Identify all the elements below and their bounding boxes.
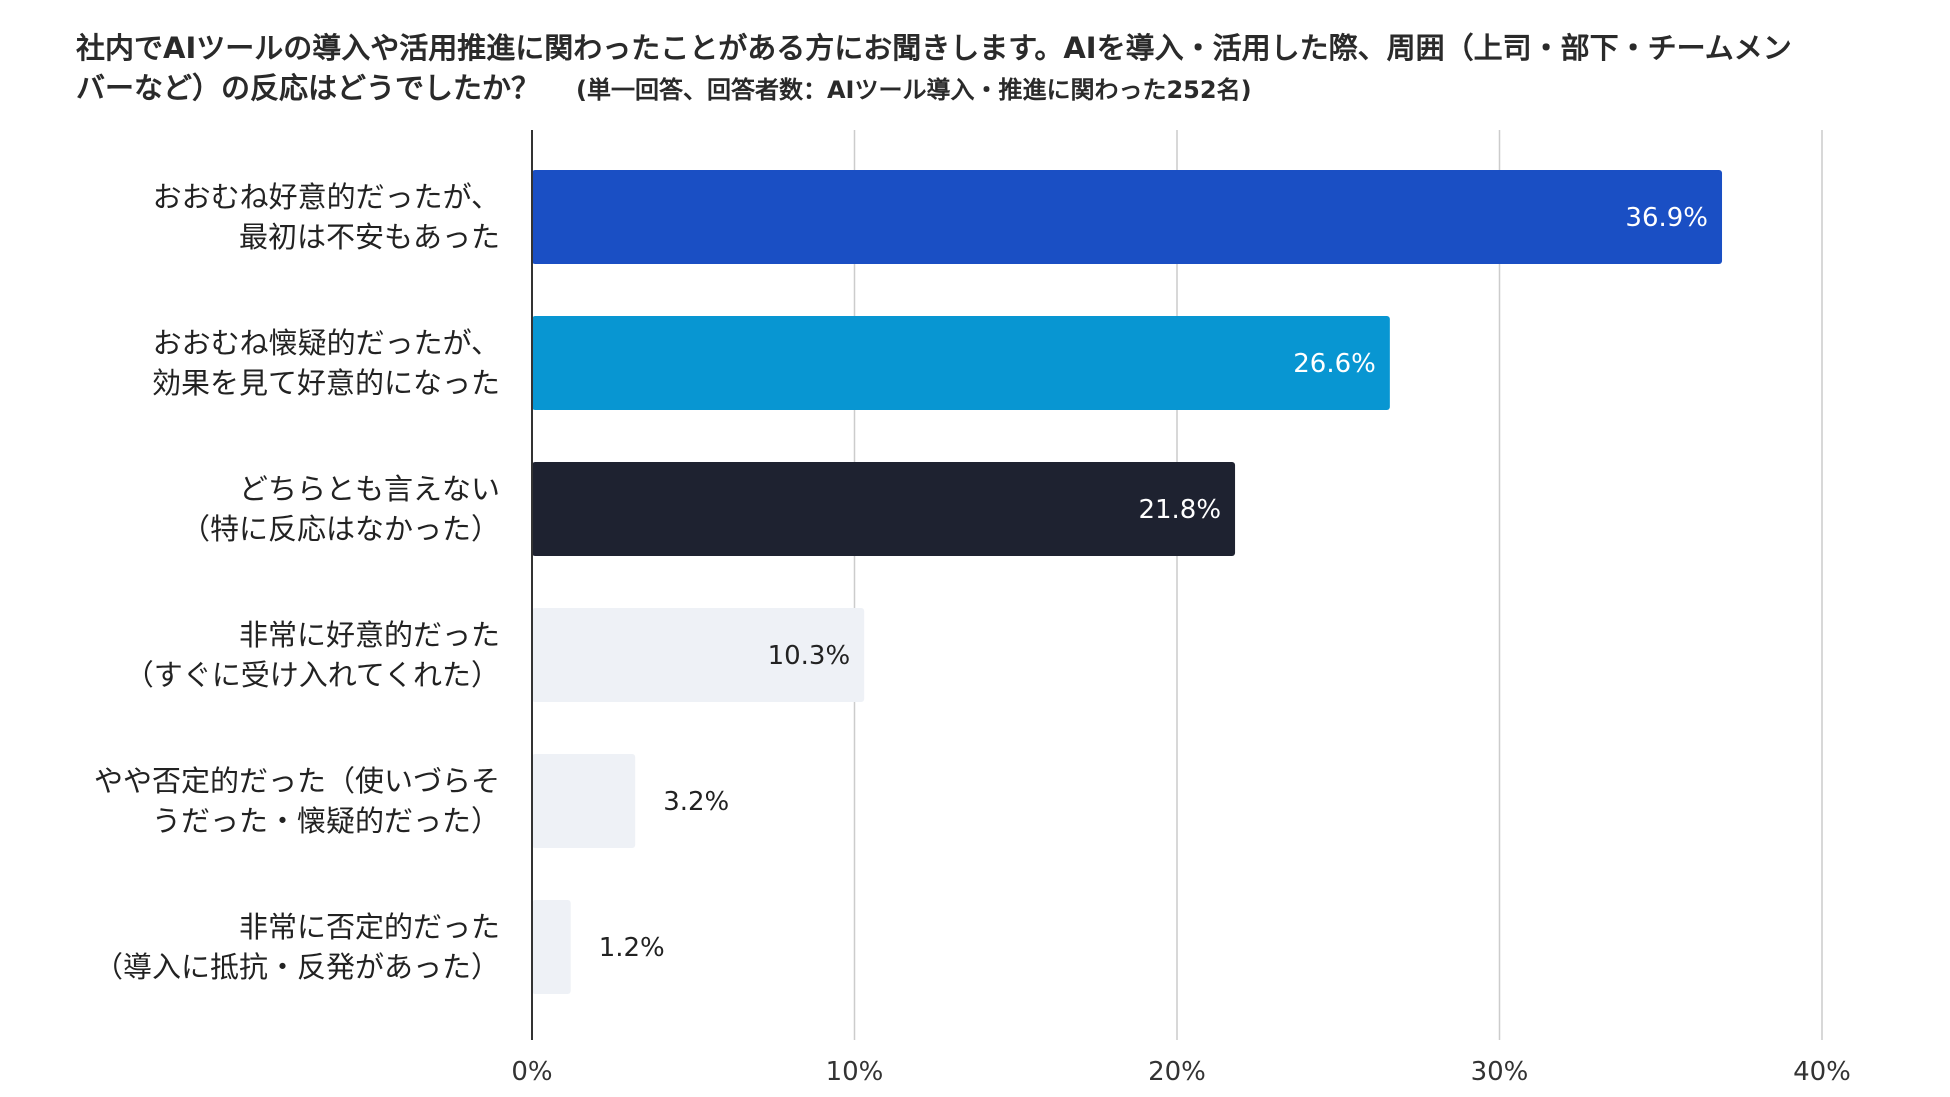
x-tick-label: 10% [826,1057,884,1087]
chart-title-text: 社内でAIツールの導入や活用推進に関わったことがある方にお聞きします。AIを導入… [76,31,1792,105]
category-label: 最初は不安もあった [239,220,500,254]
category-label: （すぐに受け入れてくれた） [125,658,500,692]
x-tick-label: 40% [1793,1057,1851,1087]
data-label: 10.3% [768,641,851,671]
category-label: （導入に抵抗・反発があった） [94,950,500,984]
category-label: 非常に好意的だった [239,618,500,652]
chart-subtitle: (単一回答、回答者数：AIツール導入・推進に関わった252名) [576,76,1252,104]
x-tick-label: 0% [511,1057,552,1087]
data-label: 26.6% [1293,349,1376,379]
category-label: うだった・懐疑的だった） [152,804,500,838]
category-label: （特に反応はなかった） [181,512,500,546]
x-tick-label: 20% [1148,1057,1206,1087]
category-label: どちらとも言えない [239,472,500,506]
bar [532,608,865,702]
data-label: 3.2% [663,787,729,817]
chart-title: 社内でAIツールの導入や活用推進に関わったことがある方にお聞きします。AIを導入… [76,28,1796,110]
category-label: やや否定的だった（使いづらそ [94,764,500,798]
data-label: 36.9% [1625,203,1708,233]
bar [532,900,571,994]
bar [532,462,1236,556]
category-label: おおむね好意的だったが、 [153,180,500,214]
x-tick-label: 30% [1471,1057,1529,1087]
category-label: 効果を見て好意的になった [152,366,500,400]
category-label: 非常に否定的だった [239,910,500,944]
category-label: おおむね懐疑的だったが、 [153,326,500,360]
bar [532,316,1390,410]
data-label: 1.2% [599,933,665,963]
bar [532,754,636,848]
bar [532,170,1723,264]
data-label: 21.8% [1138,495,1221,525]
